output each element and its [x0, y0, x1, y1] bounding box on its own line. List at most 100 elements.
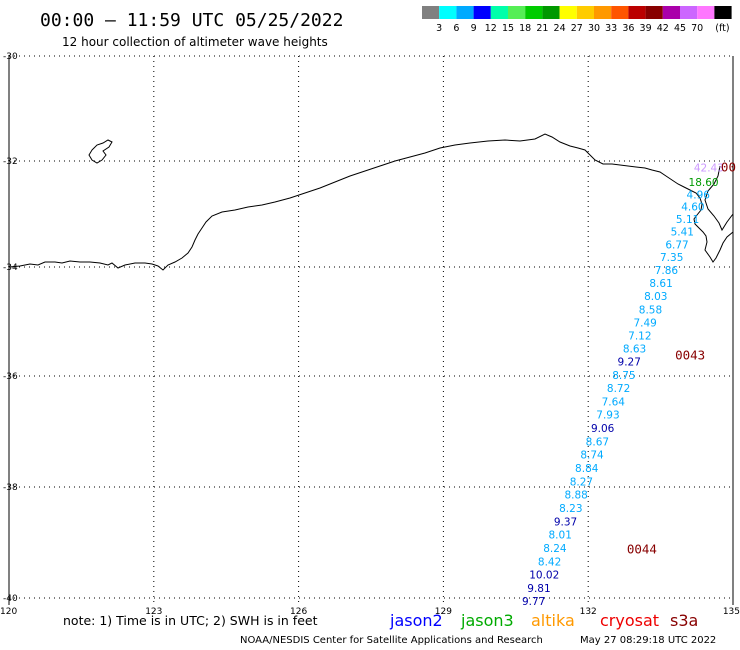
colorbar-swatch: [662, 6, 680, 19]
swh-value-label: 6.77: [665, 239, 688, 251]
satellite-legend-item: s3a: [670, 611, 698, 630]
colorbar-swatch: [490, 6, 508, 19]
colorbar-swatch: [628, 6, 646, 19]
latitude-axis-labels: -30 -32 -34 -36 -38 -40: [3, 52, 18, 604]
swh-value-label: 18.60: [689, 177, 719, 189]
longitude-label: 123: [145, 607, 162, 617]
swh-value-label: 9.77: [522, 596, 545, 608]
colorbar-tick-label: 12: [485, 23, 497, 34]
colorbar-tick-label: 6: [453, 23, 459, 34]
swh-value-label: 9.37: [554, 516, 577, 528]
swh-value-label: 7.86: [655, 265, 679, 277]
satellite-legend: jason2 jason3 altika cryosat s3a: [389, 611, 698, 630]
swh-value-label: 8.72: [607, 383, 630, 395]
colorbar-swatch: [508, 6, 526, 19]
swh-value-label: 8.74: [580, 450, 604, 462]
footer-note: note: 1) Time is in UTC; 2) SWH is in fe…: [63, 613, 318, 628]
swh-value-label: 8.63: [623, 344, 646, 356]
swh-value-label: 9.06: [591, 423, 615, 435]
swh-value-label: 7.49: [633, 317, 656, 329]
colorbar-tick-label: 70: [691, 23, 703, 34]
colorbar-swatch: [525, 6, 543, 19]
latitude-label: -36: [3, 372, 18, 382]
satellite-legend-item: altika: [531, 611, 575, 630]
swh-value-label: 8.42: [538, 556, 561, 568]
colorbar-unit: (ft): [715, 23, 729, 34]
swh-value-label: 8.58: [639, 304, 662, 316]
swh-value-label: 8.03: [644, 291, 667, 303]
time-marker-label: 0044: [627, 542, 657, 557]
colorbar-tick-label: 24: [554, 23, 566, 34]
colorbar-tick-label: 9: [471, 23, 477, 34]
longitude-label: 132: [580, 607, 597, 617]
time-markers: 0043 0044 00: [627, 160, 736, 557]
lat-lon-gridlines: [9, 55, 733, 605]
swh-value-label: 5.11: [676, 214, 699, 226]
swh-value-label: 8.24: [543, 543, 567, 555]
colorbar-tick-label: 39: [640, 23, 652, 34]
colorbar-swatch: [680, 6, 698, 19]
swh-value-label: 4.96: [687, 190, 711, 202]
swh-track: 42.4318.604.964.605.115.416.777.357.868.…: [522, 163, 724, 609]
time-marker-label: 0043: [675, 348, 705, 363]
colorbar-swatch: [559, 6, 577, 19]
colorbar-swatch: [542, 6, 560, 19]
swh-value-label: 8.67: [586, 436, 609, 448]
colorbar-swatch: [473, 6, 491, 19]
map-title: 00:00 – 11:59 UTC 05/25/2022: [40, 10, 343, 31]
satellite-legend-item: jason3: [460, 611, 514, 630]
footer-credit: NOAA/NESDIS Center for Satellite Applica…: [240, 635, 543, 646]
colorbar-tick-label: 27: [571, 23, 583, 34]
swh-value-label: 4.60: [681, 201, 704, 213]
latitude-label: -32: [3, 157, 18, 167]
swh-value-label: 9.27: [618, 357, 641, 369]
plot-frame: [8, 56, 734, 605]
colorbar-tick-label: 18: [519, 23, 531, 34]
colorbar-swatch: [576, 6, 594, 19]
swh-value-label: 7.64: [602, 396, 626, 408]
swh-value-label: 9.81: [527, 583, 550, 595]
colorbar-tick-label: 3: [436, 23, 442, 34]
swh-value-label: 7.35: [660, 252, 683, 264]
colorbar-tick-label: 45: [674, 23, 686, 34]
satellite-legend-item: jason2: [389, 611, 443, 630]
colorbar-swatch: [645, 6, 663, 19]
longitude-axis-labels: 120 123 126 129 132 135: [0, 607, 740, 617]
colorbar-tick-label: 15: [502, 23, 514, 34]
colorbar-tick-label: 42: [657, 23, 669, 34]
longitude-label: 120: [0, 607, 17, 617]
colorbar-tick-label: 30: [588, 23, 600, 34]
time-marker-label: 00: [721, 160, 736, 175]
colorbar-swatch: [594, 6, 612, 19]
colorbar-swatch: [697, 6, 715, 19]
coastline-spencer-gulf: [704, 165, 734, 232]
longitude-label: 135: [723, 607, 740, 617]
swh-value-label: 8.75: [612, 370, 635, 382]
swh-value-label: 10.02: [529, 570, 559, 582]
longitude-label: 126: [290, 607, 307, 617]
colorbar-tick-label: 33: [605, 23, 617, 34]
colorbar-swatch: [422, 6, 440, 19]
swh-value-label: 8.01: [549, 530, 572, 542]
swh-value-label: 42.43: [694, 163, 724, 175]
satellite-legend-item: cryosat: [600, 611, 659, 630]
swh-value-label: 7.93: [596, 410, 619, 422]
map-subtitle: 12 hour collection of altimeter wave hei…: [62, 35, 328, 49]
swh-value-label: 8.61: [649, 278, 672, 290]
latitude-label: -30: [3, 52, 18, 62]
footer-timestamp: May 27 08:29:18 UTC 2022: [580, 635, 716, 646]
longitude-label: 129: [435, 607, 452, 617]
swh-value-label: 8.27: [570, 476, 593, 488]
colorbar-legend: 3 6 9 12 15 18 21 24 27 30 33 36 39 42 45 70 (ft): [422, 6, 732, 34]
colorbar-swatch: [439, 6, 457, 19]
latitude-label: -40: [3, 594, 18, 604]
coastline-recherche-island: [88, 139, 113, 164]
swh-value-label: 7.12: [628, 330, 651, 342]
swh-value-label: 8.84: [575, 463, 599, 475]
colorbar-swatch: [714, 6, 732, 19]
colorbar-tick-label: 36: [622, 23, 634, 34]
coastline-australia-south: [8, 133, 734, 271]
colorbar-swatch: [611, 6, 629, 19]
swh-value-label: 5.41: [671, 227, 694, 239]
